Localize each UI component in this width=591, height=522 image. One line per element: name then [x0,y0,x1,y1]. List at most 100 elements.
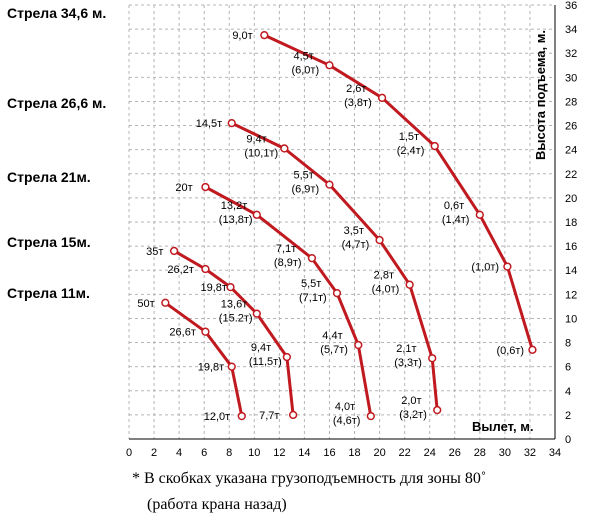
data-point [227,118,236,128]
y-tick-label: 28 [565,96,577,108]
point-load-label: 5,5т [293,170,313,182]
x-tick-label: 16 [323,447,335,459]
data-point [528,345,537,354]
series-lines [161,30,537,421]
data-point [161,298,170,307]
y-tick-label: 16 [565,241,577,253]
x-tick-label: 32 [524,447,536,459]
point-load-label: 7,1т [276,243,296,255]
point-load-label: 2,1т [396,343,416,355]
point-load-label-80: (4,6т) [333,415,361,427]
boom-length-label: Стрела 21м. [7,169,91,185]
footnote-line-1: * В скобках указана грузоподъемность для… [132,470,487,487]
point-load-label: 5,5т [301,278,321,290]
data-point [226,282,235,292]
x-tick-label: 24 [424,447,436,459]
y-tick-label: 24 [565,145,577,157]
boom-length-label: Стрела 11м. [7,285,90,301]
x-tick-label: 0 [126,447,132,459]
point-load-label: 0,6т [444,200,464,212]
point-load-label: 12,0т [204,411,230,423]
data-point [282,352,292,362]
data-point [366,411,375,421]
boom-length-label: Стрела 15м. [7,234,91,250]
data-point [260,30,269,40]
y-tick-label: 2 [565,410,571,422]
point-load-label-80: (3,8т) [344,97,372,109]
data-point [252,309,261,318]
y-tick-label: 12 [565,289,577,301]
boom-curve [164,301,244,417]
data-point [227,362,236,371]
point-load-label-80: (8,9т) [274,257,302,269]
point-load-label: (0,6т) [496,345,524,357]
x-tick-label: 8 [226,447,232,459]
point-load-label-80: (7,1т) [299,292,327,304]
point-load-label: 35т [146,246,163,258]
boom-load-chart: 0 2 4 6 8 10 12 14 16 18 20 22 24 26 28 30 32 34024681012… [7,0,577,459]
boom-labels: Стрела 34,6 м. Стрела 26,6 м. Стрела 21м. С… [7,5,106,301]
footnote-line-2: (работа крана назад) [147,496,287,513]
point-load-label: 50т [137,298,154,310]
data-point [288,410,298,420]
point-load-label-80: (6,0т) [291,64,319,76]
point-load-label: 3,5т [344,225,364,237]
y-tick-label: 20 [565,193,577,205]
axes: 0 2 4 6 8 10 12 14 16 18 20 22 24 26 28 30 32 34024681012… [126,0,577,459]
data-point [169,246,179,256]
point-load-label-80: (11,5т) [249,356,282,368]
x-tick-label: 22 [399,447,411,459]
point-load-label-80: (10,1т) [244,147,278,159]
point-load-label-80: (4,7т) [342,239,370,251]
point-load-label: 26,2т [167,264,193,276]
point-load-label: 19,8т [198,362,224,374]
point-labels: 9,0т 4,5т (6,0т) 2,6т (3,8т) 1,5т (2,4т) 0,6т (1… [137,30,524,427]
data-point [201,327,210,336]
data-point [475,210,484,219]
data-point [280,144,289,153]
x-tick-label: 30 [499,447,511,459]
data-point [332,288,342,298]
point-load-label: 19,8т [200,282,226,294]
point-load-label-80: (1,4т) [442,214,470,226]
point-load-label: 9,4т [246,133,266,145]
point-load-label: 14,5т [196,118,222,130]
y-tick-label: 26 [565,121,577,133]
y-tick-label: 32 [565,48,577,60]
data-point [503,262,512,271]
point-load-label: 9,0т [232,30,252,42]
x-tick-label: 14 [298,447,310,459]
y-tick-label: 36 [565,0,577,12]
point-load-label-80: (3,2т) [399,409,427,421]
boom-curve [173,249,295,416]
point-load-label: 9,4т [251,342,271,354]
data-point [377,93,387,102]
point-load-label: 2,8т [374,270,394,282]
y-tick-label: 22 [565,169,577,181]
grid [128,4,556,440]
point-load-label: 7,7т [259,410,279,422]
point-load-label: 2,6т [346,83,366,95]
x-tick-label: 28 [474,447,486,459]
x-tick-label: 12 [273,447,285,459]
y-tick-label: 4 [565,386,571,398]
x-tick-label: 6 [201,447,207,459]
x-tick-label: 2 [151,447,157,459]
boom-curve [204,185,373,417]
point-load-label: 4,5т [293,50,313,62]
data-point [405,280,414,289]
y-axis-label: Высота подъема, м. [533,30,548,160]
y-tick-label: 8 [565,338,571,350]
point-load-label: 4,4т [322,330,342,342]
point-load-label: 26,6т [169,327,195,339]
x-tick-label: 10 [248,447,260,459]
boom-length-label: Стрела 34,6 м. [7,5,106,21]
data-point [307,254,317,263]
x-tick-label: 20 [373,447,385,459]
point-load-label-80: (15.2т) [219,313,253,325]
data-point [433,405,442,415]
point-load-label-80: (13,8т) [219,214,253,226]
y-tick-label: 30 [565,72,577,84]
x-tick-label: 4 [176,447,182,459]
point-load-label-80: (5,7т) [320,344,348,356]
